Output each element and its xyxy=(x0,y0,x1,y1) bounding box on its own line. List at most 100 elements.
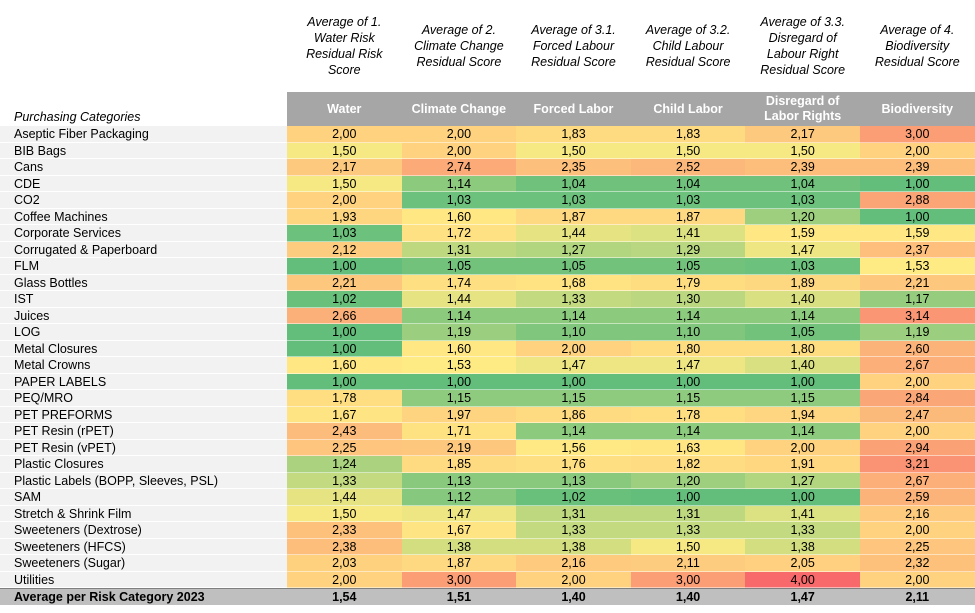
score-cell: 2,12 xyxy=(287,241,402,258)
total-cell: 1,51 xyxy=(401,588,517,605)
score-cell: 2,00 xyxy=(859,142,975,159)
column-header: Climate Change xyxy=(401,92,517,126)
score-cell: 2,11 xyxy=(630,555,746,572)
category-label: CDE xyxy=(0,175,287,192)
score-cell: 2,00 xyxy=(401,126,517,143)
category-label: PET PREFORMS xyxy=(0,406,287,423)
score-cell: 2,33 xyxy=(287,522,402,539)
category-label: SAM xyxy=(0,489,287,506)
score-cell: 1,03 xyxy=(745,258,860,275)
score-cell: 2,16 xyxy=(516,555,631,572)
category-label: Juices xyxy=(0,307,287,324)
column-title: Average of 3.2. Child Labour Residual Sc… xyxy=(645,23,731,69)
category-label: Plastic Labels (BOPP, Sleeves, PSL) xyxy=(0,472,287,489)
column-title: Average of 2. Climate Change Residual Sc… xyxy=(414,23,504,69)
column-title: Average of 3.3. Disregard of Labour Righ… xyxy=(760,15,846,77)
score-cell: 1,80 xyxy=(745,340,860,357)
score-cell: 1,00 xyxy=(401,373,517,390)
score-cell: 2,84 xyxy=(859,390,975,407)
score-cell: 1,50 xyxy=(287,505,402,522)
score-cell: 1,33 xyxy=(516,291,631,308)
score-cell: 2,00 xyxy=(859,423,975,440)
score-cell: 1,60 xyxy=(287,357,402,374)
score-cell: 1,14 xyxy=(630,423,746,440)
score-cell: 3,00 xyxy=(859,126,975,143)
score-cell: 1,79 xyxy=(630,274,746,291)
score-cell: 1,50 xyxy=(630,142,746,159)
score-cell: 1,30 xyxy=(630,291,746,308)
column-header: Disregard of Labor Rights xyxy=(745,92,860,126)
score-cell: 1,15 xyxy=(401,390,517,407)
score-cell: 2,25 xyxy=(287,439,402,456)
total-cell: 1,54 xyxy=(287,588,402,605)
score-cell: 1,83 xyxy=(516,126,631,143)
score-cell: 2,88 xyxy=(859,192,975,209)
score-cell: 1,68 xyxy=(516,274,631,291)
score-cell: 2,32 xyxy=(859,555,975,572)
score-cell: 1,19 xyxy=(859,324,975,341)
score-cell: 1,12 xyxy=(401,489,517,506)
score-cell: 1,14 xyxy=(630,307,746,324)
column-title: Average of 3.1. Forced Labour Residual S… xyxy=(531,23,616,69)
score-cell: 1,05 xyxy=(401,258,517,275)
score-cell: 2,05 xyxy=(745,555,860,572)
score-cell: 1,19 xyxy=(401,324,517,341)
score-cell: 1,33 xyxy=(745,522,860,539)
column-header: Child Labor xyxy=(630,92,746,126)
score-cell: 1,71 xyxy=(401,423,517,440)
score-cell: 1,38 xyxy=(516,538,631,555)
score-cell: 1,76 xyxy=(516,456,631,473)
category-label: Corrugated & Paperboard xyxy=(0,241,287,258)
score-cell: 1,03 xyxy=(630,192,746,209)
score-cell: 1,60 xyxy=(401,340,517,357)
score-cell: 1,00 xyxy=(287,258,402,275)
score-cell: 1,00 xyxy=(287,373,402,390)
score-cell: 2,59 xyxy=(859,489,975,506)
score-cell: 1,41 xyxy=(630,225,746,242)
score-cell: 1,10 xyxy=(516,324,631,341)
score-cell: 1,82 xyxy=(630,456,746,473)
score-cell: 1,89 xyxy=(745,274,860,291)
score-cell: 1,38 xyxy=(745,538,860,555)
score-cell: 1,59 xyxy=(745,225,860,242)
score-cell: 1,13 xyxy=(401,472,517,489)
score-cell: 1,33 xyxy=(287,472,402,489)
score-cell: 1,27 xyxy=(516,241,631,258)
score-cell: 1,97 xyxy=(401,406,517,423)
score-cell: 3,21 xyxy=(859,456,975,473)
category-label: PET Resin (rPET) xyxy=(0,423,287,440)
score-cell: 1,53 xyxy=(401,357,517,374)
score-cell: 1,29 xyxy=(630,241,746,258)
row-header-label: Purchasing Categories xyxy=(14,110,141,124)
score-cell: 1,15 xyxy=(516,390,631,407)
score-cell: 2,17 xyxy=(745,126,860,143)
score-cell: 2,94 xyxy=(859,439,975,456)
score-cell: 2,67 xyxy=(859,472,975,489)
score-cell: 1,02 xyxy=(516,489,631,506)
score-cell: 1,47 xyxy=(401,505,517,522)
category-label: Utilities xyxy=(0,571,287,588)
category-label: PEQ/MRO xyxy=(0,390,287,407)
score-cell: 1,10 xyxy=(630,324,746,341)
score-cell: 1,33 xyxy=(630,522,746,539)
score-cell: 1,03 xyxy=(401,192,517,209)
category-label: Sweeteners (HFCS) xyxy=(0,538,287,555)
score-cell: 1,20 xyxy=(745,208,860,225)
score-cell: 1,27 xyxy=(745,472,860,489)
score-cell: 1,41 xyxy=(745,505,860,522)
score-cell: 1,31 xyxy=(401,241,517,258)
score-cell: 1,00 xyxy=(745,373,860,390)
score-cell: 1,87 xyxy=(630,208,746,225)
score-cell: 1,38 xyxy=(401,538,517,555)
score-cell: 1,40 xyxy=(745,357,860,374)
score-cell: 2,60 xyxy=(859,340,975,357)
category-label: FLM xyxy=(0,258,287,275)
score-cell: 2,35 xyxy=(516,159,631,176)
score-cell: 1,80 xyxy=(630,340,746,357)
score-cell: 1,50 xyxy=(745,142,860,159)
score-cell: 4,00 xyxy=(745,571,860,588)
score-cell: 2,16 xyxy=(859,505,975,522)
score-cell: 1,02 xyxy=(287,291,402,308)
score-cell: 1,67 xyxy=(287,406,402,423)
